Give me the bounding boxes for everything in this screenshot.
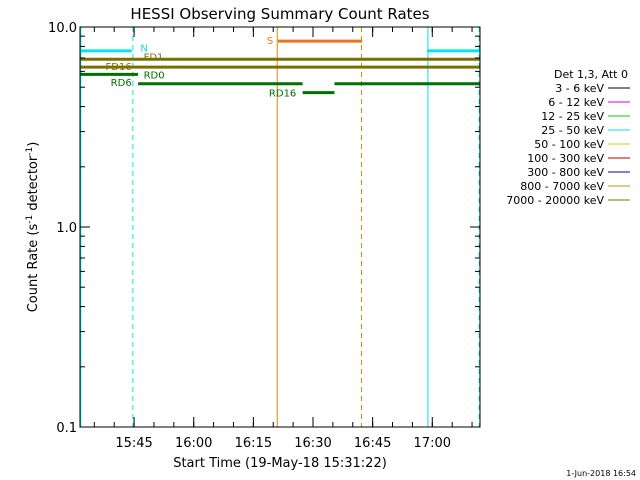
legend-label: 12 - 25 keV xyxy=(541,110,604,123)
y-label-exponent: -1 xyxy=(25,147,35,156)
flag-label-fd16: FD16 xyxy=(106,62,132,73)
x-tick-label: 15:45 xyxy=(115,436,152,451)
chart-title: HESSI Observing Summary Count Rates xyxy=(130,5,429,23)
y-axis-label: Count Rate (s-1 detector-1) xyxy=(25,142,41,313)
footer-timestamp: 1-Jun-2018 16:54 xyxy=(566,469,636,478)
x-tick-label: 16:45 xyxy=(354,436,391,451)
data-segments xyxy=(80,39,480,95)
x-axis-label: Start Time (19-May-18 15:31:22) xyxy=(173,456,387,471)
y-tick-label: 0.1 xyxy=(56,421,77,436)
legend-label: 300 - 800 keV xyxy=(527,166,604,179)
legend-label: 25 - 50 keV xyxy=(541,124,604,137)
time-markers xyxy=(80,27,480,427)
x-tick-label: 16:00 xyxy=(175,436,212,451)
legend-label: 800 - 7000 keV xyxy=(520,180,604,193)
legend-header: Det 1,3, Att 0 xyxy=(554,68,628,81)
flag-label-rd6: RD6 xyxy=(111,78,132,89)
plot-frame xyxy=(79,26,481,428)
y-axis-ticks: 0.1 1.0 10.0 xyxy=(48,21,480,436)
x-tick-label: 16:15 xyxy=(235,436,272,451)
legend-label: 6 - 12 keV xyxy=(548,96,604,109)
y-tick-label: 1.0 xyxy=(56,221,77,236)
y-label-text: detector xyxy=(26,155,41,215)
flag-label-rd16: RD16 xyxy=(269,89,296,100)
x-axis-ticks: 15:45 16:00 16:15 16:30 16:45 17:00 xyxy=(93,27,473,451)
y-label-text: Count Rate (s xyxy=(26,224,41,313)
y-tick-label: 10.0 xyxy=(48,21,77,36)
legend-label: 100 - 300 keV xyxy=(527,152,604,165)
x-tick-label: 16:30 xyxy=(294,436,331,451)
y-label-exponent: -1 xyxy=(25,215,35,224)
flag-label-s: S xyxy=(267,36,273,47)
x-tick-label: 17:00 xyxy=(414,436,451,451)
flag-label-rd0: RD0 xyxy=(144,70,165,81)
legend-label: 3 - 6 keV xyxy=(555,82,604,95)
flag-label-n: N xyxy=(140,43,147,54)
legend-label: 50 - 100 keV xyxy=(534,138,604,151)
legend-label: 7000 - 20000 keV xyxy=(506,194,604,207)
y-label-text: ) xyxy=(26,142,41,147)
flag-label-fd1: FD1 xyxy=(144,53,164,64)
